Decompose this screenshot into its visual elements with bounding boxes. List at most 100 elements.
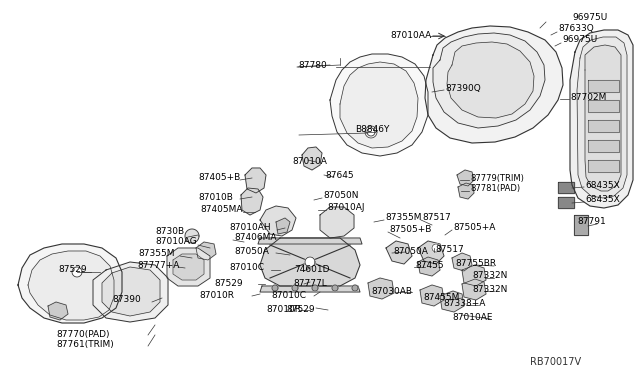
Text: 87050A: 87050A	[393, 247, 428, 256]
Text: 87633Q: 87633Q	[558, 23, 594, 32]
Text: 87505+A: 87505+A	[453, 224, 495, 232]
Polygon shape	[340, 62, 418, 148]
Polygon shape	[312, 285, 318, 291]
Polygon shape	[367, 128, 375, 136]
Text: 87010AJ: 87010AJ	[327, 203, 365, 212]
Text: 87405+B: 87405+B	[198, 173, 240, 183]
Polygon shape	[18, 244, 122, 323]
Polygon shape	[585, 45, 621, 191]
Polygon shape	[185, 229, 199, 243]
Polygon shape	[260, 286, 360, 292]
Polygon shape	[452, 253, 472, 271]
Text: 87517: 87517	[435, 246, 464, 254]
Polygon shape	[258, 238, 362, 244]
Text: 87010C: 87010C	[229, 263, 264, 273]
Polygon shape	[167, 248, 210, 286]
Polygon shape	[588, 100, 619, 112]
Text: 87755BR: 87755BR	[455, 260, 496, 269]
Text: 87390: 87390	[112, 295, 141, 305]
Polygon shape	[570, 30, 633, 208]
Polygon shape	[558, 182, 574, 193]
Polygon shape	[386, 241, 412, 264]
Polygon shape	[577, 37, 627, 198]
Polygon shape	[48, 302, 68, 320]
Polygon shape	[447, 42, 534, 118]
Text: 87355M: 87355M	[138, 250, 175, 259]
Polygon shape	[196, 242, 216, 260]
Text: 87529: 87529	[214, 279, 243, 288]
Text: 87702M: 87702M	[570, 93, 606, 102]
Polygon shape	[368, 278, 394, 299]
Text: 74601D: 74601D	[294, 264, 330, 273]
Polygon shape	[241, 188, 263, 215]
Polygon shape	[588, 160, 619, 172]
Text: 96975U: 96975U	[572, 13, 607, 22]
Text: 87355M: 87355M	[385, 214, 422, 222]
Text: 87517: 87517	[422, 214, 451, 222]
Text: 87338+A: 87338+A	[443, 298, 485, 308]
Text: 96975U: 96975U	[562, 35, 597, 44]
Polygon shape	[457, 170, 474, 186]
Polygon shape	[462, 265, 486, 286]
Text: 87455: 87455	[415, 260, 444, 269]
Text: B8846Y: B8846Y	[355, 125, 389, 135]
Polygon shape	[462, 279, 486, 300]
Text: 87010C: 87010C	[271, 291, 306, 299]
Text: 87030AB: 87030AB	[371, 286, 412, 295]
Text: 87010AH: 87010AH	[229, 224, 271, 232]
Text: 87010AG: 87010AG	[155, 237, 196, 247]
Text: 87781(PAD): 87781(PAD)	[470, 185, 520, 193]
Text: 87010AA: 87010AA	[390, 31, 431, 39]
Polygon shape	[93, 262, 168, 322]
Text: 87010AE: 87010AE	[452, 314, 493, 323]
Polygon shape	[292, 285, 298, 291]
Polygon shape	[272, 285, 278, 291]
Text: 87405MA: 87405MA	[200, 205, 243, 215]
Text: 87332N: 87332N	[472, 285, 508, 295]
Text: 87010A: 87010A	[292, 157, 327, 167]
Polygon shape	[330, 54, 428, 156]
Polygon shape	[28, 251, 114, 320]
Text: 87406MA: 87406MA	[234, 234, 276, 243]
Polygon shape	[433, 33, 545, 128]
Polygon shape	[588, 120, 619, 132]
Text: 87761(TRIM): 87761(TRIM)	[56, 340, 114, 350]
Text: 87010R: 87010R	[199, 291, 234, 299]
Text: 87390Q: 87390Q	[445, 83, 481, 93]
Polygon shape	[432, 244, 440, 252]
Polygon shape	[305, 257, 315, 267]
Polygon shape	[440, 291, 464, 312]
Polygon shape	[72, 267, 82, 277]
Text: 87010B: 87010B	[198, 192, 233, 202]
Polygon shape	[302, 147, 322, 170]
Text: 87791: 87791	[577, 218, 605, 227]
Polygon shape	[260, 238, 360, 286]
Text: 87777L: 87777L	[293, 279, 327, 289]
Polygon shape	[425, 26, 563, 143]
Text: 87529: 87529	[286, 305, 315, 314]
Polygon shape	[574, 215, 588, 235]
Polygon shape	[588, 80, 619, 92]
Text: 87770(PAD): 87770(PAD)	[56, 330, 109, 339]
Text: 87777+A: 87777+A	[137, 262, 179, 270]
Polygon shape	[260, 206, 296, 236]
Polygon shape	[276, 218, 290, 234]
Polygon shape	[173, 254, 204, 280]
Polygon shape	[418, 257, 440, 276]
Text: 87332N: 87332N	[472, 272, 508, 280]
Text: 87529: 87529	[58, 266, 86, 275]
Polygon shape	[102, 267, 160, 316]
Polygon shape	[588, 140, 619, 152]
Polygon shape	[352, 285, 358, 291]
Text: RB70017V: RB70017V	[530, 357, 581, 367]
Polygon shape	[320, 207, 354, 238]
Text: 87010R: 87010R	[266, 305, 301, 314]
Text: 8730B: 8730B	[155, 227, 184, 235]
Polygon shape	[420, 285, 444, 306]
Polygon shape	[558, 197, 574, 208]
Polygon shape	[245, 168, 266, 193]
Text: 87780: 87780	[298, 61, 327, 70]
Text: 68435X: 68435X	[585, 196, 620, 205]
Polygon shape	[418, 241, 444, 264]
Text: 87779(TRIM): 87779(TRIM)	[470, 173, 524, 183]
